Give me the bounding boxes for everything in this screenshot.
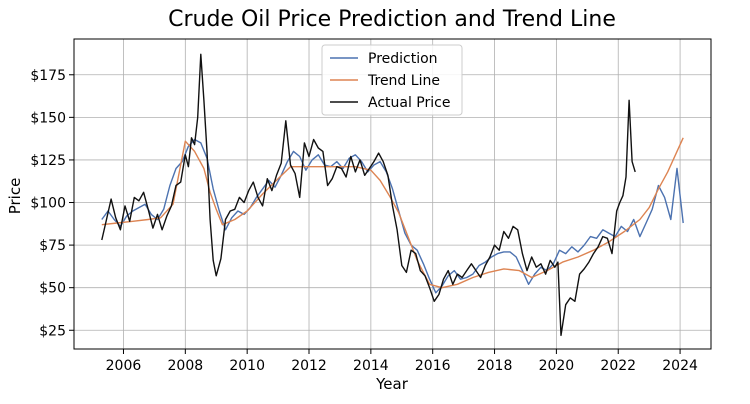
x-tick-label: 2014 bbox=[353, 358, 389, 374]
chart-title: Crude Oil Price Prediction and Trend Lin… bbox=[168, 7, 616, 32]
x-tick-label: 2018 bbox=[477, 358, 513, 374]
series-line-prediction bbox=[101, 138, 684, 294]
plot-area-frame bbox=[73, 38, 712, 350]
legend-label-prediction: Prediction bbox=[368, 51, 438, 67]
x-tick-label: 2022 bbox=[600, 358, 636, 374]
x-tick-label: 2012 bbox=[291, 358, 327, 374]
y-tick-label: $25 bbox=[39, 323, 66, 339]
legend-label-actual-price: Actual Price bbox=[368, 95, 450, 111]
x-tick-label: 2010 bbox=[229, 358, 265, 374]
series-layer bbox=[101, 53, 684, 337]
series-line-trend-line bbox=[101, 137, 684, 289]
x-tick-label: 2008 bbox=[168, 358, 204, 374]
x-axis-label: Year bbox=[375, 375, 409, 393]
y-tick-label: $175 bbox=[30, 68, 66, 84]
series-line-actual-price bbox=[101, 53, 636, 337]
x-tick-label: 2024 bbox=[662, 358, 698, 374]
y-tick-label: $100 bbox=[30, 196, 66, 212]
y-tick-label: $150 bbox=[30, 110, 66, 126]
legend-label-trend-line: Trend Line bbox=[367, 73, 440, 89]
y-axis-label: Price bbox=[6, 178, 24, 215]
y-tick-label: $125 bbox=[30, 153, 66, 169]
y-tick-label: $75 bbox=[39, 238, 66, 254]
x-tick-label: 2006 bbox=[106, 358, 142, 374]
x-tick-label: 2016 bbox=[415, 358, 451, 374]
y-axis: $25 $50 $75 $100 $125 $150 $175 bbox=[30, 68, 74, 339]
y-tick-label: $50 bbox=[39, 281, 66, 297]
x-axis: 2006 2008 2010 2012 2014 2016 2018 2020 2022 2024 bbox=[106, 349, 698, 374]
legend: Prediction Trend Line Actual Price bbox=[321, 44, 463, 116]
legend-box bbox=[321, 44, 463, 116]
x-tick-label: 2020 bbox=[539, 358, 575, 374]
